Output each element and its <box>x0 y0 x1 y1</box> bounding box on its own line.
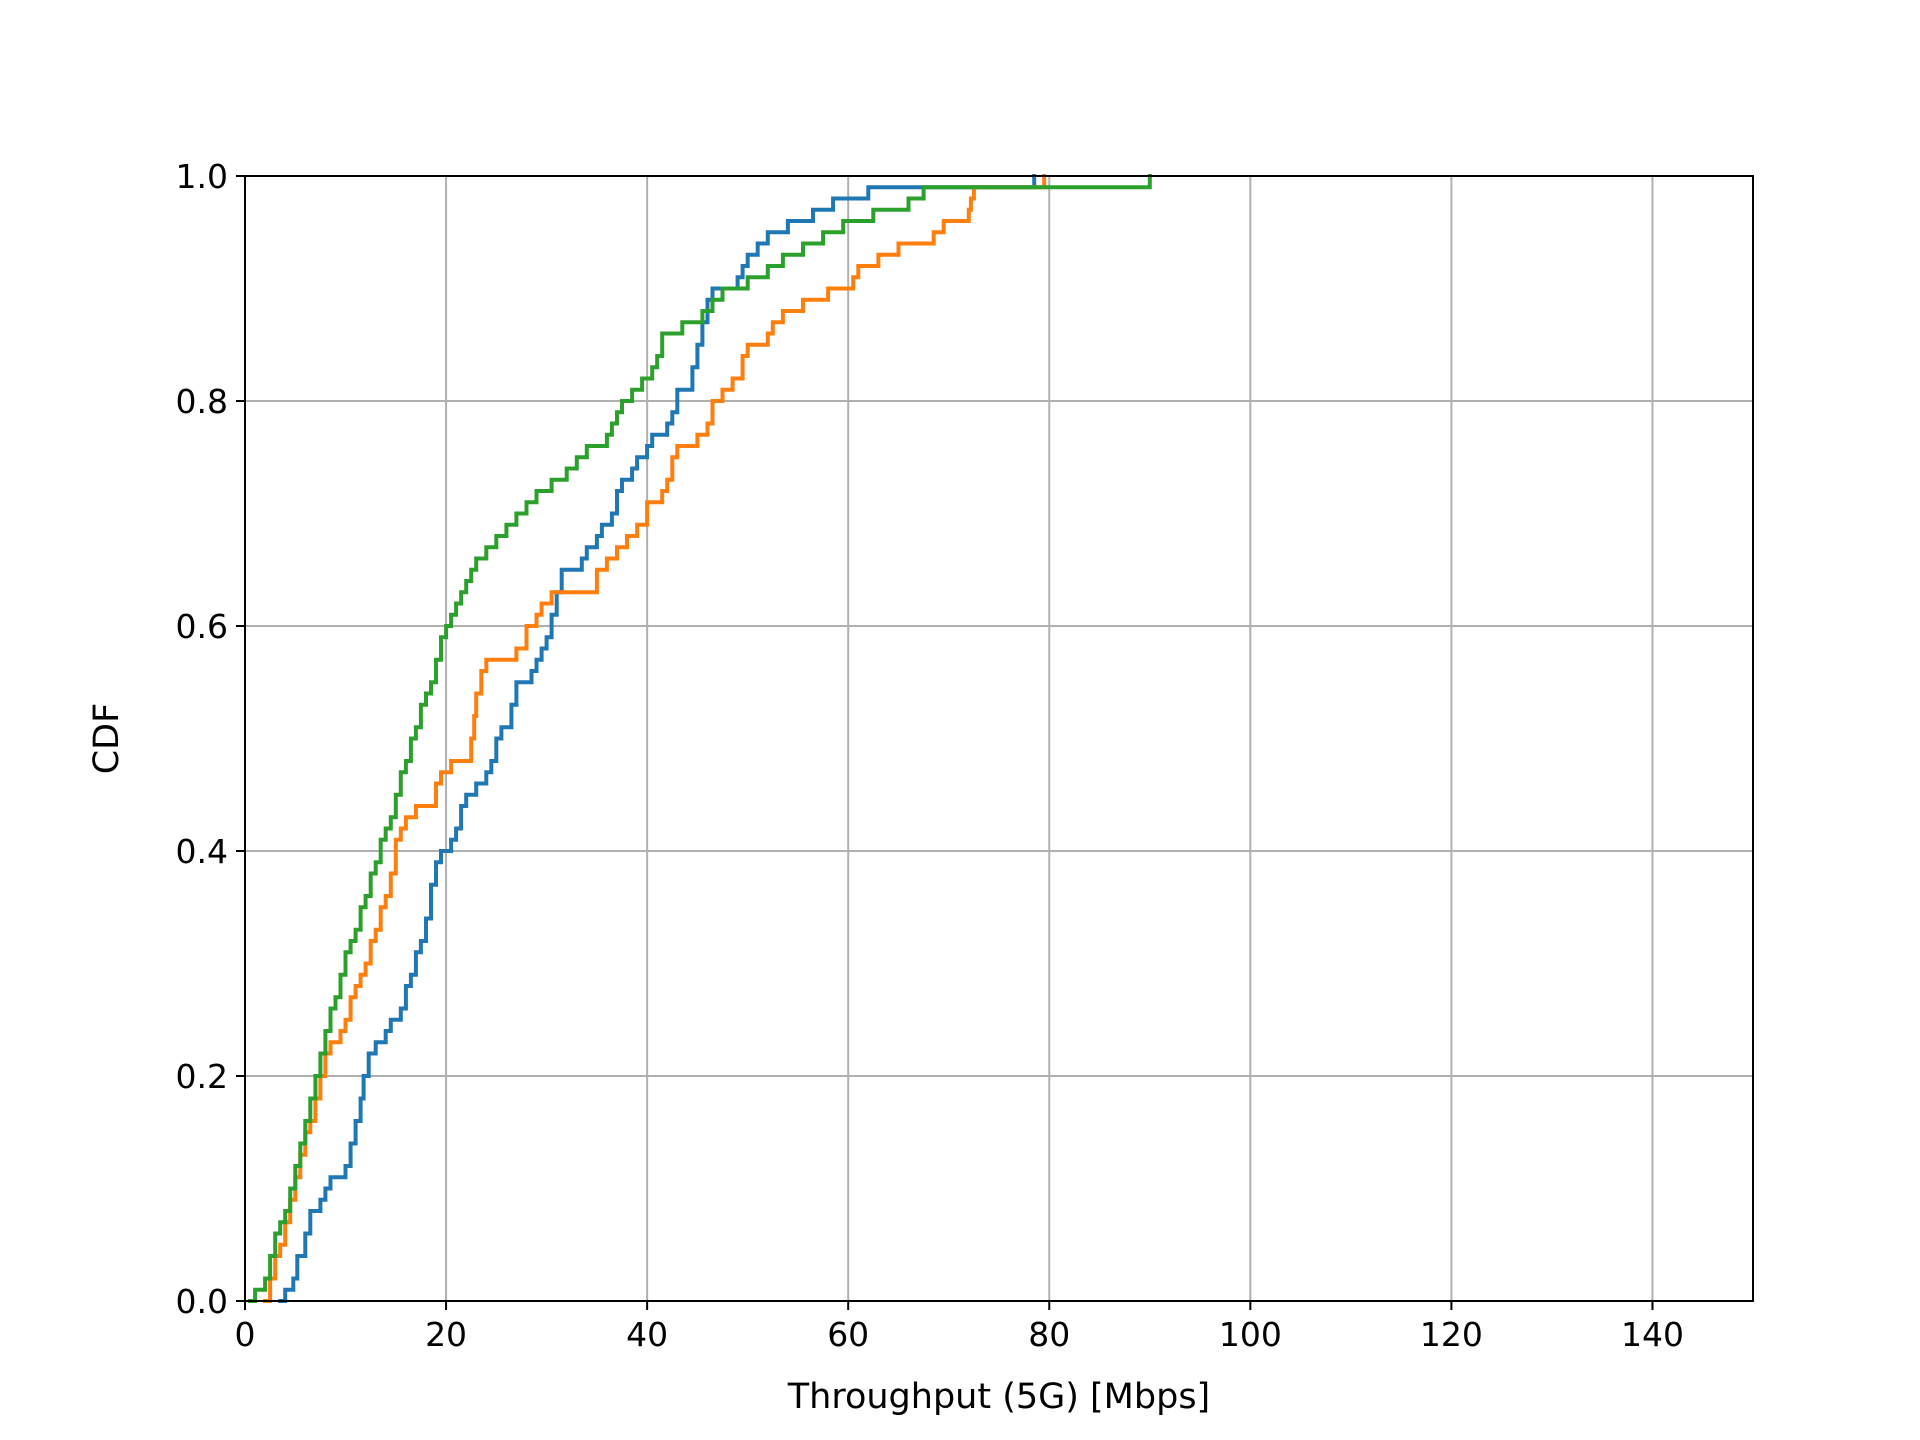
y-tick-label: 0.4 <box>176 832 228 871</box>
y-tick-label: 1.0 <box>176 157 228 196</box>
y-tick-label: 0.0 <box>176 1282 228 1321</box>
x-tick-label: 120 <box>1420 1315 1483 1354</box>
cdf-series-line-1 <box>278 174 1037 1303</box>
plot-area-frame <box>244 175 1754 1302</box>
x-tick-label: 20 <box>425 1315 467 1354</box>
x-tick-label: 40 <box>626 1315 668 1354</box>
cdf-series-line-2 <box>263 174 1047 1303</box>
x-axis-label: Throughput (5G) [Mbps] <box>787 1377 1210 1417</box>
y-tick-label: 0.2 <box>176 1057 228 1096</box>
y-tick-label: 0.8 <box>176 382 228 421</box>
axis-ticks: 0 20 40 60 80 100 120 140 0.0 0.2 0.4 0.6 0.8 1.0 <box>176 157 1684 1354</box>
x-tick-label: 140 <box>1621 1315 1684 1354</box>
y-tick-label: 0.6 <box>176 607 228 646</box>
data-series <box>248 174 1152 1303</box>
x-tick-label: 60 <box>827 1315 869 1354</box>
cdf-series-line-3 <box>248 174 1152 1303</box>
x-tick-label: 80 <box>1028 1315 1070 1354</box>
y-axis-label: CDF <box>87 703 127 775</box>
x-tick-label: 0 <box>235 1315 256 1354</box>
x-tick-label: 100 <box>1219 1315 1282 1354</box>
